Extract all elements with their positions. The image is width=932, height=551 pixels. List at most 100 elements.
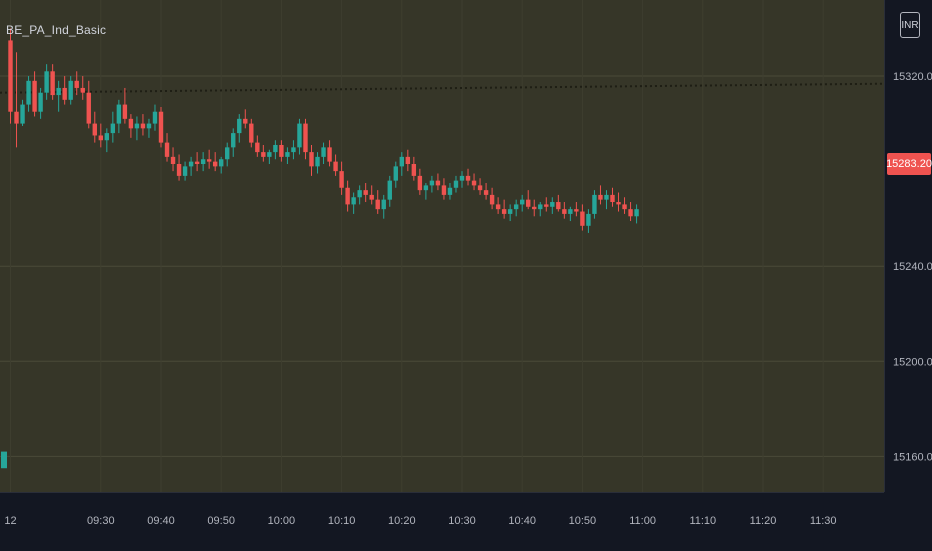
candle-body (176, 164, 182, 176)
candle-body (32, 80, 37, 112)
candles-group (1, 28, 639, 469)
candle-body (321, 147, 326, 157)
candle-body (345, 187, 350, 205)
candle-body (610, 194, 615, 203)
candle-body (550, 202, 555, 207)
candle-body (146, 123, 152, 129)
candle (170, 147, 176, 172)
candle-body (249, 123, 254, 143)
candle-body (471, 180, 477, 186)
candle-body (483, 190, 489, 195)
candle (158, 106, 164, 148)
candle (231, 128, 236, 157)
candle-body (592, 194, 597, 214)
time-axis[interactable] (0, 492, 884, 551)
candle (206, 149, 212, 169)
candle (32, 71, 37, 117)
time-axis-label: 09:50 (207, 515, 235, 527)
candle (538, 202, 543, 217)
candle (465, 168, 471, 186)
candle (417, 168, 423, 195)
candle (532, 199, 537, 217)
candle-body (435, 180, 441, 186)
candle-body (604, 194, 609, 200)
candle-body (14, 111, 19, 124)
candle-body (237, 118, 242, 134)
candle (86, 80, 91, 129)
candle-body (140, 123, 146, 129)
candle (188, 156, 194, 176)
candle-body (568, 209, 573, 214)
candle (513, 199, 519, 217)
candle (212, 152, 218, 172)
candle (477, 178, 483, 195)
candle (1, 451, 7, 469)
candle-body (261, 152, 266, 157)
candle-body (212, 161, 218, 167)
candle-body (285, 152, 290, 157)
candle-body (333, 161, 338, 172)
chart-pane[interactable] (0, 0, 884, 492)
candle-body (411, 164, 417, 176)
candle (405, 149, 411, 172)
candle-body (44, 71, 49, 93)
candle (483, 183, 489, 200)
time-axis-label: 10:00 (268, 515, 296, 527)
candle (357, 185, 362, 205)
candle (562, 202, 567, 219)
candle-body (477, 185, 483, 191)
candle (14, 52, 19, 148)
candle (441, 178, 447, 200)
candle (381, 194, 386, 219)
grid-lines (0, 75, 884, 457)
time-axis-label: 10:10 (328, 515, 356, 527)
candle (237, 114, 242, 143)
candle-body (598, 194, 603, 200)
candle-body (194, 161, 200, 164)
candle (140, 114, 146, 136)
candle-body (255, 142, 260, 153)
candle-body (465, 175, 471, 181)
candle-body (56, 87, 61, 96)
candle (20, 99, 25, 126)
candle-body (116, 104, 122, 124)
candle-body (526, 199, 531, 207)
indicator-label[interactable]: BE_PA_Ind_Basic (6, 23, 107, 37)
candle (526, 190, 531, 210)
candle-body (369, 194, 374, 200)
time-axis-label: 11:10 (689, 515, 716, 527)
time-axis-label: 09:40 (147, 515, 175, 527)
candle (568, 206, 573, 222)
candle-body (297, 123, 302, 148)
time-axis-label: 10:30 (448, 515, 476, 527)
candle (507, 204, 513, 222)
candle (321, 142, 326, 164)
candle-body (489, 194, 495, 205)
time-axis-label: 12 (4, 515, 16, 527)
price-axis-label: 15240.00 (893, 261, 932, 273)
candle (423, 183, 429, 200)
time-axis-label: 11:20 (750, 515, 777, 527)
candle-body (520, 199, 525, 205)
price-axis-label: 15200.00 (893, 356, 932, 368)
candle (345, 180, 350, 212)
candle (586, 209, 591, 233)
candle (471, 173, 477, 191)
candle-body (423, 185, 429, 191)
last-price-tag: 15283.20 (886, 152, 932, 175)
candle (255, 135, 260, 157)
candle (375, 190, 380, 214)
candle-body (513, 204, 519, 210)
currency-badge[interactable]: INR (900, 12, 920, 38)
candle-body (538, 204, 543, 210)
price-axis[interactable] (884, 0, 932, 492)
candle-body (62, 87, 67, 100)
candle (435, 173, 441, 191)
candle-body (634, 209, 639, 217)
candle-body (327, 147, 332, 162)
candle (92, 111, 97, 143)
time-axis-label: 11:30 (810, 515, 837, 527)
candle (592, 190, 597, 219)
candle-body (616, 202, 621, 205)
